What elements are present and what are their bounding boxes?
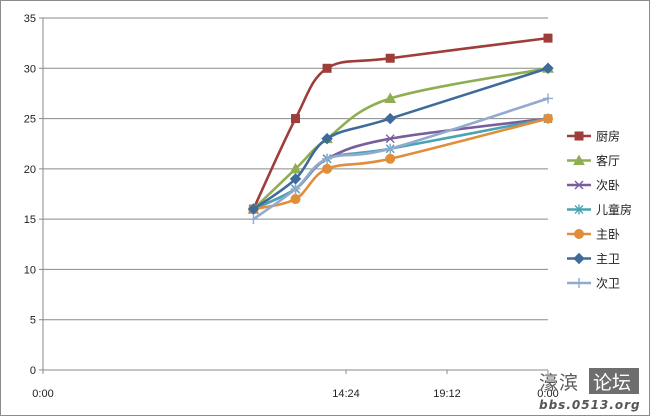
y-tick-label: 30 — [24, 63, 36, 75]
legend-marker — [574, 180, 584, 190]
legend-marker — [573, 154, 585, 165]
y-tick-label: 20 — [24, 164, 36, 176]
data-point — [248, 214, 259, 225]
data-point — [291, 114, 300, 124]
legend-marker — [574, 278, 584, 288]
legend-item: 次卧 — [567, 179, 620, 193]
watermark: 濠滨 论坛 bbs.0513.org — [539, 368, 641, 412]
y-tick-label: 10 — [24, 264, 36, 276]
y-tick-label: 25 — [24, 114, 36, 126]
data-point — [322, 153, 333, 164]
data-point — [290, 183, 301, 194]
series-7 — [248, 93, 553, 225]
legend-label: 次卧 — [596, 179, 620, 193]
data-point — [385, 53, 395, 63]
data-point — [385, 153, 396, 164]
series-line — [252, 97, 550, 221]
series-layer — [247, 33, 554, 225]
y-tick-label: 15 — [24, 214, 36, 226]
legend-marker — [574, 204, 584, 215]
watermark-url: bbs.0513.org — [539, 398, 641, 412]
legend-item: 主卫 — [567, 252, 620, 266]
y-tick-label: 5 — [30, 315, 36, 327]
watermark-badge: 论坛 — [593, 372, 631, 394]
data-point — [289, 162, 302, 174]
legend-marker — [573, 252, 585, 265]
x-tick-label: 14:24 — [332, 388, 360, 400]
legend-marker — [574, 229, 584, 239]
data-point — [322, 63, 332, 73]
y-tick-label: 0 — [30, 365, 36, 377]
legend-label: 次卫 — [596, 277, 620, 291]
legend-item: 主卧 — [567, 228, 620, 242]
watermark-title: 濠滨 — [539, 372, 579, 394]
y-tick-label: 35 — [24, 13, 36, 25]
series-5 — [248, 113, 553, 215]
series-6 — [247, 62, 554, 215]
data-point — [290, 194, 301, 205]
legend-marker — [574, 131, 584, 141]
data-point — [542, 62, 554, 74]
axes: 0 5 10 15 20 25 30 35 0:00 14:24 19:12 0:00 — [24, 13, 559, 400]
legend-item: 厨房 — [567, 129, 620, 144]
x-tick-label: 0:00 — [32, 388, 53, 400]
series-line — [252, 66, 550, 211]
data-point — [385, 134, 395, 144]
series-line — [252, 66, 550, 211]
data-point — [384, 92, 397, 103]
data-point — [543, 33, 553, 43]
series-line — [252, 36, 550, 211]
legend-label: 主卧 — [596, 228, 620, 242]
data-point — [543, 113, 553, 124]
data-point — [385, 143, 396, 154]
legend-label: 儿童房 — [596, 202, 632, 217]
watermark-badge-bg — [589, 368, 639, 394]
data-point — [247, 203, 260, 215]
legend-item: 客厅 — [567, 153, 620, 168]
data-point — [289, 173, 302, 185]
legend-label: 客厅 — [596, 153, 620, 168]
legend-item: 次卫 — [567, 277, 620, 291]
legend-label: 厨房 — [596, 129, 620, 144]
data-point — [322, 163, 333, 174]
data-point — [321, 132, 333, 145]
x-tick-label: 19:12 — [433, 388, 461, 400]
x-tick-label: 0:00 — [537, 388, 558, 400]
legend-label: 主卫 — [596, 252, 620, 266]
data-point — [543, 93, 553, 104]
data-point — [384, 112, 396, 125]
legend-item: 儿童房 — [567, 202, 632, 217]
series-line — [252, 117, 550, 211]
